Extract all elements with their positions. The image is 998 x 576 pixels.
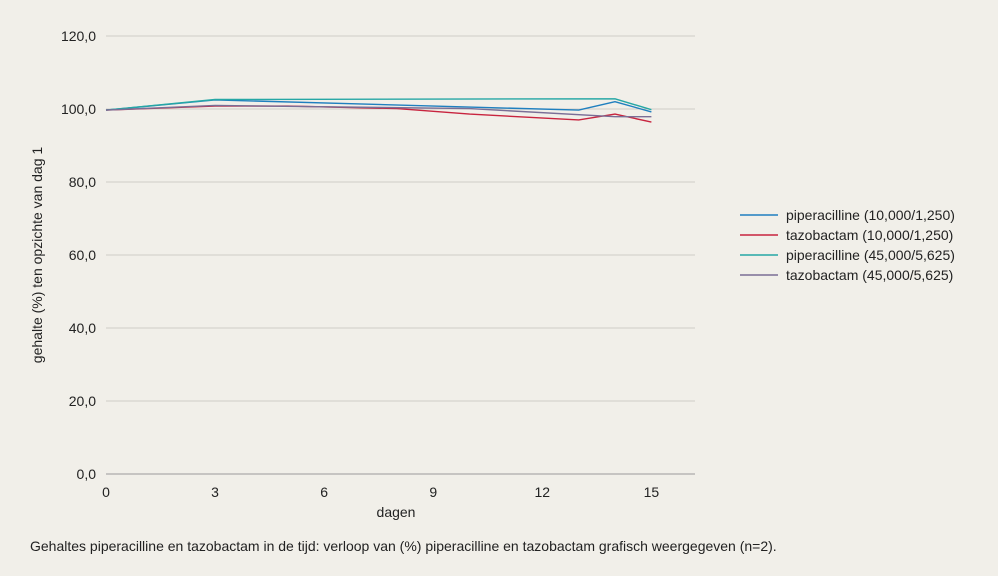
figure-caption: Gehaltes piperacilline en tazobactam in …	[30, 538, 777, 554]
y-tick-label: 100,0	[61, 101, 96, 117]
y-tick-label: 80,0	[69, 174, 96, 190]
x-axis-label: dagen	[377, 504, 416, 520]
legend-label: piperacilline (10,000/1,250)	[786, 207, 955, 223]
y-tick-labels: 0,0 20,0 40,0 60,0 80,0 100,0 120,0	[61, 28, 96, 482]
x-tick-labels: 0 3 6 9 12 15	[102, 484, 659, 500]
y-tick-label: 0,0	[77, 466, 97, 482]
legend: piperacilline (10,000/1,250) tazobactam (…	[740, 207, 955, 283]
series-line-4	[105, 104, 652, 118]
y-tick-label: 20,0	[69, 393, 96, 409]
y-tick-label: 40,0	[69, 320, 96, 336]
x-tick-label: 0	[102, 484, 110, 500]
x-tick-label: 6	[320, 484, 328, 500]
legend-label: tazobactam (10,000/1,250)	[786, 227, 953, 243]
x-tick-label: 3	[211, 484, 219, 500]
series-line-3	[105, 98, 652, 111]
y-tick-label: 120,0	[61, 28, 96, 44]
x-tick-label: 12	[535, 484, 551, 500]
series-lines	[105, 98, 652, 123]
legend-label: tazobactam (45,000/5,625)	[786, 267, 953, 283]
legend-label: piperacilline (45,000/5,625)	[786, 247, 955, 263]
x-tick-label: 15	[644, 484, 660, 500]
y-axis-label: gehalte (%) ten opzichte van dag 1	[29, 147, 45, 364]
x-tick-label: 9	[429, 484, 437, 500]
y-tick-label: 60,0	[69, 247, 96, 263]
